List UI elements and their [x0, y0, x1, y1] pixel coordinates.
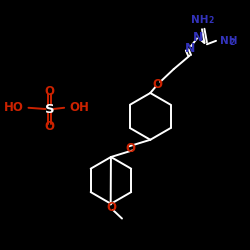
Text: 2: 2 — [230, 38, 235, 47]
Text: N: N — [184, 42, 195, 55]
Text: NH: NH — [220, 36, 238, 46]
Text: O: O — [44, 85, 54, 98]
Text: O: O — [153, 78, 163, 91]
Text: NH: NH — [191, 15, 208, 25]
Text: O: O — [126, 142, 136, 155]
Text: HO: HO — [4, 101, 24, 114]
Text: S: S — [44, 102, 54, 116]
Text: 2: 2 — [208, 16, 214, 24]
Text: N: N — [193, 31, 203, 44]
Text: O: O — [106, 201, 116, 214]
Text: OH: OH — [69, 101, 89, 114]
Text: O: O — [44, 120, 54, 133]
